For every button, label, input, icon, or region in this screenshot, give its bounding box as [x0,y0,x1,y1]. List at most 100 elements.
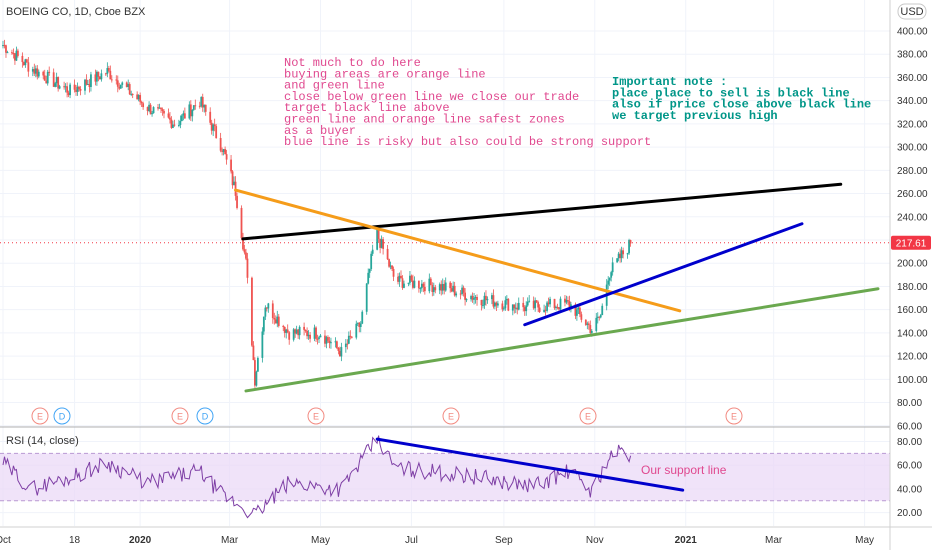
candle-body [553,298,556,309]
candle-body [407,282,410,284]
candle-body [96,71,98,82]
candle-body [36,68,39,77]
candle-body [110,79,113,81]
dividend-marker [53,407,71,425]
candle-body [106,68,109,74]
candle-body [198,105,201,107]
candle-body [629,240,632,244]
candle-body [398,275,401,282]
candle-body [347,335,350,344]
event-marker-label: E [177,412,183,422]
blue-trendline [523,222,804,327]
candle-body [307,334,310,337]
candle-body [78,86,80,90]
candle-body [25,59,28,63]
candle-body [607,280,610,285]
price-tick-label: 340.00 [897,96,928,107]
candle-body [282,325,285,327]
price-tick-label: 100.00 [897,375,928,386]
price-tick-label: 80.00 [897,398,922,409]
candle-body [245,252,247,259]
candle-body [549,298,551,305]
candle-body [34,68,37,74]
event-marker-label: D [59,412,66,422]
pink-note-line: target black line above [284,101,450,115]
price-tick-label: 360.00 [897,73,928,84]
candle-body [555,306,557,309]
candle-body [535,300,538,303]
candle-body [564,298,566,303]
candle-body [73,84,76,90]
candle-body [459,293,462,295]
candle-body [183,113,186,119]
candle-body [292,329,295,340]
candle-body [371,249,374,254]
candle-body [318,337,320,339]
time-tick-label: May [855,535,874,546]
candle-body [392,268,395,277]
candle-body [158,107,161,109]
candle-body [516,307,519,310]
candle-body [413,280,416,288]
candle-body [76,86,79,92]
candle-body [231,171,234,186]
time-axis[interactable]: Oct 18 2020 Mar May Jul Sep Nov 2021 Mar May [0,535,874,546]
candle-body [397,276,399,282]
price-axis[interactable]: 400.00 380.00 360.00 340.00 320.00 300.00 280.… [897,27,928,433]
candle-body [189,104,192,117]
trendlines [234,182,880,393]
candle-body [370,253,373,269]
candle-body [340,347,343,357]
candle-body [617,253,620,259]
candle-body [87,83,89,85]
candle-body [419,288,422,290]
candle-body [94,74,97,82]
candle-body [501,303,504,310]
candle-body [532,300,535,309]
candle-body [574,304,577,316]
candle-body [465,299,468,301]
candle-body [476,297,478,300]
candle-body [620,250,623,259]
earnings-marker [579,407,597,425]
candle-body [537,302,540,308]
time-tick-label: 2020 [129,535,152,546]
candle-body [303,326,306,330]
candle-body [22,62,25,66]
candle-body [191,109,194,117]
candle-body [361,311,364,324]
candle-body [412,280,414,288]
candle-body [546,302,548,311]
candle-body [11,52,13,54]
candle-body [382,239,385,249]
candle-body [233,181,235,186]
candle-body [589,325,592,333]
candle-body [544,309,547,311]
candle-body [274,319,277,324]
currency-button[interactable] [897,3,927,20]
price-pane[interactable] [0,0,890,426]
rsi-axis[interactable]: 80.00 60.00 40.00 20.00 [897,437,922,519]
earnings-marker [307,407,325,425]
candle-body [306,330,308,337]
candle-body [453,285,456,296]
candle-body [240,207,243,239]
candle-body [338,350,341,357]
candle-body [590,330,593,333]
candle-body [88,83,91,87]
candle-body [359,323,362,328]
candle-body [273,317,276,320]
rsi-band [0,453,890,501]
candle-body [380,239,383,248]
candle-body [194,105,197,107]
candle-body [400,275,402,279]
candle-body [428,278,431,292]
candle-body [251,277,253,346]
rsi-tick-label: 80.00 [897,437,922,448]
time-tick-label: Sep [495,535,513,546]
candle-body [471,296,474,300]
time-tick-label: May [311,535,330,546]
candle-body [462,287,465,293]
